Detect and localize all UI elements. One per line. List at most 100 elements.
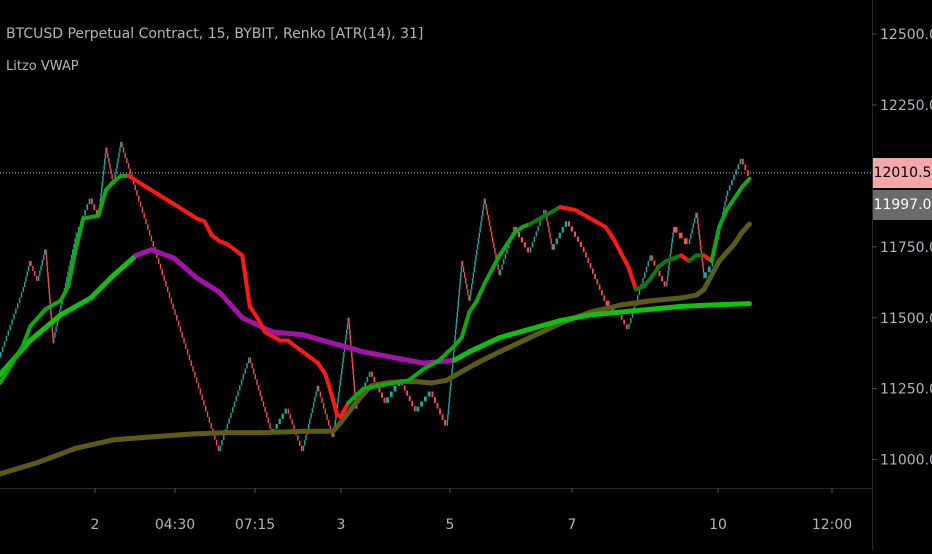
renko-brick — [48, 288, 50, 294]
renko-brick — [349, 329, 351, 335]
vwap-line — [497, 242, 510, 258]
session-vwap-line — [270, 329, 306, 338]
renko-brick — [188, 354, 191, 361]
renko-brick — [293, 424, 295, 430]
vwap-line — [588, 216, 608, 229]
renko-brick — [190, 360, 192, 366]
vwap-line — [739, 176, 752, 190]
renko-brick — [259, 390, 261, 396]
renko-brick — [338, 385, 341, 392]
y-tick-label: 11000.0 — [880, 453, 932, 469]
renko-brick — [645, 266, 648, 273]
renko-brick — [117, 157, 119, 164]
renko-brick — [181, 331, 183, 338]
renko-brick — [471, 278, 474, 284]
renko-brick — [5, 335, 8, 342]
renko-brick — [148, 229, 151, 236]
renko-brick — [642, 278, 644, 284]
vwap-line — [43, 298, 63, 312]
anchored-vwap-line — [73, 437, 117, 451]
renko-brick — [337, 397, 339, 403]
renko-brick — [165, 280, 167, 287]
renko-brick — [501, 264, 503, 270]
session-vwap-line — [88, 272, 117, 301]
session-vwap-line — [239, 315, 276, 335]
x-tick-label: 3 — [337, 517, 346, 533]
renko-brick — [170, 297, 173, 304]
anchored-vwap-line — [338, 400, 359, 426]
renko-brick — [628, 323, 630, 330]
renko-brick — [698, 229, 700, 235]
anchored-vwap-line — [35, 445, 79, 465]
renko-brick — [215, 439, 218, 446]
renko-brick — [573, 231, 577, 237]
session-vwap-line — [360, 349, 397, 360]
renko-brick — [120, 141, 122, 148]
renko-brick — [408, 395, 411, 401]
renko-brick — [458, 295, 460, 301]
renko-brick — [345, 334, 347, 341]
renko-brick — [482, 204, 485, 210]
vwap-line — [361, 383, 381, 391]
renko-brick — [498, 269, 500, 276]
renko-brick — [242, 374, 245, 380]
renko-brick — [744, 164, 747, 171]
renko-brick — [526, 247, 530, 253]
renko-brick — [552, 244, 555, 250]
vwap-line — [376, 381, 396, 388]
renko-brick — [672, 232, 674, 238]
renko-brick — [455, 323, 457, 330]
vwap-line — [66, 247, 78, 289]
renko-brick — [366, 376, 369, 383]
vwap-line — [255, 315, 267, 334]
session-vwap-line — [58, 295, 94, 318]
renko-brick — [468, 295, 470, 301]
renko-brick — [305, 434, 307, 441]
renko-brick — [484, 198, 486, 205]
renko-brick — [506, 248, 508, 254]
vwap-line — [717, 207, 729, 229]
renko-brick — [570, 226, 574, 232]
renko-brick — [474, 261, 476, 267]
renko-brick — [324, 408, 327, 415]
renko-brick — [124, 152, 126, 158]
renko-brick — [315, 391, 317, 397]
renko-brick — [666, 281, 668, 287]
renko-brick — [206, 411, 209, 418]
renko-brick — [523, 242, 527, 248]
renko-brick — [67, 271, 69, 278]
renko-brick — [321, 397, 323, 403]
renko-brick — [150, 235, 153, 242]
renko-brick — [352, 374, 355, 381]
renko-brick — [351, 357, 353, 364]
renko-brick — [25, 276, 27, 282]
renko-brick — [68, 265, 70, 272]
renko-brick — [244, 368, 246, 375]
renko-brick — [670, 243, 673, 249]
renko-brick — [46, 266, 49, 272]
renko-brick — [15, 308, 17, 314]
vwap-line — [603, 224, 616, 241]
renko-brick — [476, 249, 478, 256]
renko-brick — [50, 310, 52, 316]
renko-brick — [666, 275, 669, 282]
renko-brick — [307, 423, 310, 430]
renko-brick — [454, 334, 456, 341]
renko-brick — [217, 445, 220, 452]
renko-brick — [393, 385, 397, 392]
renko-brick — [157, 258, 160, 264]
renko-brick — [168, 292, 171, 298]
renko-brick — [47, 277, 50, 283]
renko-brick — [485, 204, 487, 210]
renko-brick — [545, 209, 547, 216]
indicator-label[interactable]: Litzo VWAP — [6, 59, 79, 74]
vwap-line — [0, 344, 25, 386]
renko-brick — [513, 226, 515, 233]
renko-brick — [9, 324, 11, 331]
session-vwap-line — [330, 340, 366, 355]
renko-brick — [287, 408, 290, 414]
renko-brick — [251, 362, 253, 369]
renko-brick — [84, 209, 86, 216]
